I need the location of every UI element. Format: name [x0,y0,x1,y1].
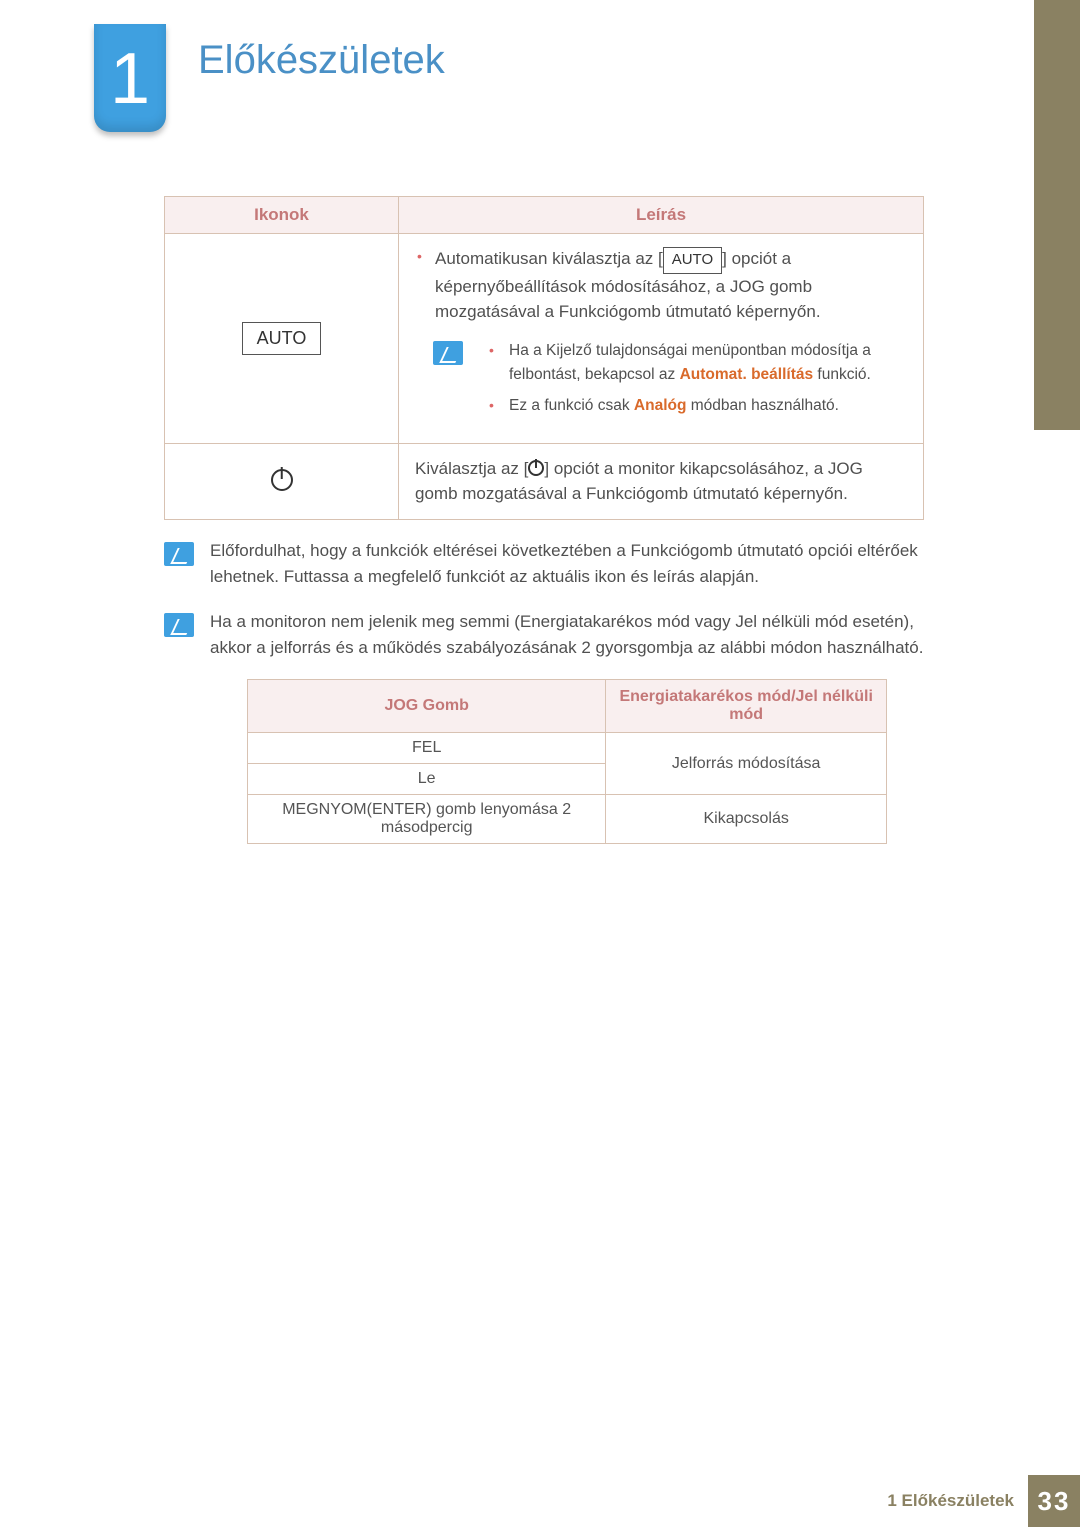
note-icon [164,542,194,566]
chapter-number-tab: 1 [94,24,166,132]
auto-sub1: Ha a Kijelző tulajdonságai menüpontban m… [487,339,907,389]
power-icon [271,469,293,491]
cell-up: FEL [248,733,606,764]
auto-text-before: Automatikusan kiválasztja az [ [435,249,663,268]
auto-tag-icon: AUTO [242,322,322,355]
cell-enter: MEGNYOM(ENTER) gomb lenyomása 2 másodper… [248,795,606,844]
th-desc: Leírás [399,197,924,234]
footer-text: 1 Előkészületek [887,1491,1028,1511]
note-1: Előfordulhat, hogy a funkciók eltérései … [164,538,924,591]
sub2-before: Ez a funkció csak [509,397,634,414]
cell-power-desc: Kiválasztja az [] opciót a monitor kikap… [399,443,924,519]
sub2-after: módban használható. [686,397,839,414]
sub2-highlight: Analóg [634,397,687,414]
cell-down: Le [248,764,606,795]
note-2-text: Ha a monitoron nem jelenik meg semmi (En… [210,609,924,662]
power-inline-icon [528,460,544,476]
chapter-title: Előkészületek [198,38,445,83]
page-footer: 1 Előkészületek 33 [887,1475,1080,1527]
jog-table: JOG Gomb Energiatakarékos mód/Jel nélkül… [247,679,887,844]
page-content: Ikonok Leírás AUTO Automatikusan kiválas… [164,196,924,844]
cell-source: Jelforrás módosítása [606,733,887,795]
sub1-highlight: Automat. beállítás [680,366,814,383]
note-icon [164,613,194,637]
note-1-text: Előfordulhat, hogy a funkciók eltérései … [210,538,924,591]
cell-power-icon [165,443,399,519]
auto-sub2: Ez a funkció csak Analóg módban használh… [487,394,907,419]
cell-auto-desc: Automatikusan kiválasztja az [AUTO] opci… [399,234,924,444]
side-band [1034,0,1080,430]
cell-off: Kikapcsolás [606,795,887,844]
footer-page-number: 33 [1028,1475,1080,1527]
sub1-after: funkció. [813,366,871,383]
note-icon [433,341,463,365]
note-2: Ha a monitoron nem jelenik meg semmi (En… [164,609,924,845]
th-mode: Energiatakarékos mód/Jel nélküli mód [606,680,887,733]
power-before: Kiválasztja az [ [415,459,528,478]
th-jog: JOG Gomb [248,680,606,733]
auto-main-bullet: Automatikusan kiválasztja az [AUTO] opci… [415,246,907,325]
auto-inline-tag: AUTO [663,247,722,274]
auto-subnote: Ha a Kijelző tulajdonságai menüpontban m… [433,339,907,425]
th-icons: Ikonok [165,197,399,234]
icons-table: Ikonok Leírás AUTO Automatikusan kiválas… [164,196,924,520]
cell-auto-icon: AUTO [165,234,399,444]
